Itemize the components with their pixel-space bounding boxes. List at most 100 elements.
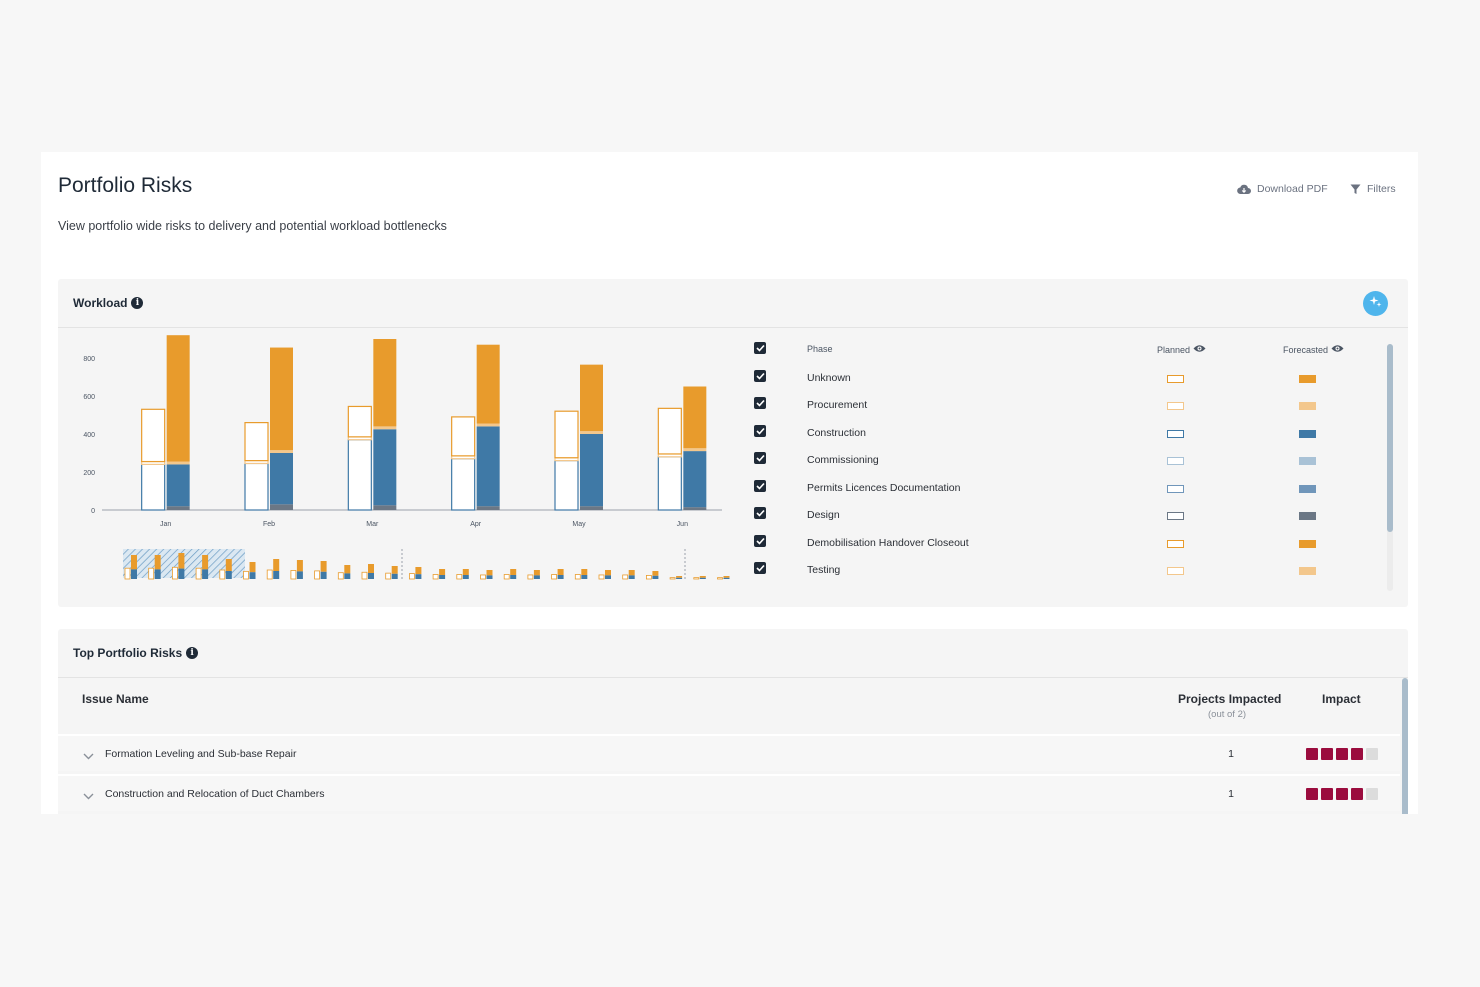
info-icon[interactable]: i — [131, 297, 144, 309]
legend-checkbox[interactable] — [754, 534, 766, 547]
chevron-down-icon[interactable] — [83, 787, 94, 805]
overview-forecast-bar — [699, 576, 706, 578]
legend-scroll-thumb[interactable] — [1387, 344, 1393, 532]
legend-label: Permits Licences Documentation — [807, 481, 961, 494]
forecasted-bar-segment — [683, 451, 707, 508]
overview-planned-bar — [622, 574, 629, 580]
legend-scrollbar[interactable] — [1387, 344, 1393, 591]
risk-name: Construction and Relocation of Duct Cham… — [105, 788, 325, 800]
overview-forecast-bar — [486, 575, 493, 579]
legend-label: Testing — [807, 564, 841, 576]
legend-item[interactable]: Demobilisation Handover Closeout — [748, 534, 1348, 552]
impact-block — [1306, 748, 1318, 760]
download-pdf-label: Download PDF — [1257, 183, 1328, 195]
forecasted-bar-segment — [270, 504, 293, 510]
impact-block — [1351, 788, 1363, 800]
legend-checkbox[interactable] — [754, 479, 766, 492]
x-tick-label: Jan — [160, 521, 171, 528]
legend-label: Construction — [807, 426, 866, 439]
overview-forecast-bar — [628, 570, 635, 576]
legend-checkbox[interactable] — [754, 424, 766, 437]
overview-planned-bar — [551, 574, 558, 580]
legend-checkbox[interactable] — [754, 397, 766, 409]
issue-name-header[interactable]: Issue Name — [82, 692, 149, 706]
impact-block — [1321, 788, 1333, 800]
download-pdf-button[interactable]: Download PDF — [1237, 183, 1328, 195]
overview-forecast-bar — [533, 570, 540, 576]
legend-item[interactable]: Permits Licences Documentation — [748, 479, 1348, 497]
risks-header: Top Portfolio Risks i — [58, 629, 1408, 678]
impact-header[interactable]: Impact — [1322, 692, 1361, 706]
projects-impacted-header[interactable]: Projects Impacted — [1178, 692, 1282, 706]
overview-forecast-bar — [605, 575, 611, 579]
overview-planned-bar — [646, 574, 652, 580]
planned-swatch — [1167, 484, 1184, 493]
forecasted-swatch — [1299, 402, 1316, 410]
planned-bar-segment — [657, 407, 682, 455]
planned-bar-segment — [347, 405, 372, 438]
forecasted-bar-segment — [373, 429, 397, 506]
overview-forecast-bar — [202, 555, 209, 570]
forecasted-bar-segment — [476, 506, 500, 510]
legend-checkbox[interactable] — [754, 369, 766, 382]
legend-label: Unknown — [807, 371, 851, 384]
legend-item[interactable]: Unknown — [748, 369, 1348, 387]
legend-item[interactable]: Procurement — [748, 396, 1348, 414]
filters-label: Filters — [1367, 183, 1396, 195]
forecasted-header[interactable]: Forecasted — [1283, 344, 1344, 355]
forecasted-swatch — [1299, 539, 1316, 548]
impact-block — [1336, 748, 1348, 760]
legend-item[interactable]: Testing — [748, 561, 1348, 579]
overview-forecast-bar — [415, 567, 422, 575]
forecasted-swatch — [1299, 457, 1316, 465]
select-all-checkbox[interactable] — [754, 342, 766, 354]
overview-forecast-bar — [344, 565, 351, 574]
portfolio-risks-page: Portfolio Risks View portfolio wide risk… — [41, 152, 1418, 814]
forecasted-header-text: Forecasted — [1283, 344, 1329, 355]
planned-swatch — [1167, 567, 1184, 575]
legend-checkbox[interactable] — [754, 507, 766, 519]
overview-planned-bar — [195, 567, 202, 580]
legend-item[interactable]: Construction — [748, 424, 1348, 442]
legend-item[interactable]: Design — [748, 506, 1348, 524]
planned-header[interactable]: Planned — [1157, 344, 1206, 355]
info-icon[interactable]: i — [186, 647, 199, 659]
impact-block — [1306, 788, 1318, 800]
legend-label: Demobilisation Handover Closeout — [807, 536, 969, 549]
planned-swatch — [1167, 374, 1184, 383]
legend-checkbox[interactable] — [754, 562, 766, 574]
x-tick-label: May — [572, 521, 586, 528]
impact-rating — [1306, 788, 1378, 800]
risk-name: Formation Leveling and Sub-base Repair — [105, 748, 297, 760]
risks-scrollbar[interactable] — [1402, 678, 1408, 814]
overview-forecast-bar — [462, 575, 469, 579]
overview-planned-bar — [385, 572, 392, 580]
forecasted-bar-segment — [166, 464, 190, 507]
chevron-down-icon[interactable] — [83, 747, 94, 765]
filters-button[interactable]: Filters — [1350, 183, 1396, 195]
overview-planned-bar — [148, 567, 155, 580]
phase-header: Phase — [807, 344, 833, 354]
overview-planned-bar — [527, 574, 534, 580]
forecasted-bar-segment — [166, 506, 190, 510]
forecasted-bar-segment — [580, 431, 603, 434]
y-tick-label: 400 — [83, 432, 95, 439]
overview-forecast-bar — [462, 569, 469, 575]
impact-block — [1321, 748, 1333, 760]
impact-block — [1336, 788, 1348, 800]
legend-item[interactable]: Commissioning — [748, 451, 1348, 469]
overview-forecast-bar — [202, 569, 209, 579]
workload-title-text: Workload — [73, 296, 128, 310]
legend-checkbox[interactable] — [754, 452, 766, 464]
risk-row[interactable]: Formation Leveling and Sub-base Repair 1 — [58, 734, 1400, 771]
overview-forecast-bar — [676, 577, 683, 579]
forecasted-swatch — [1299, 374, 1316, 383]
overview-forecast-bar — [699, 577, 706, 579]
overview-forecast-bar — [368, 564, 374, 573]
planned-header-text: Planned — [1157, 344, 1191, 355]
overview-forecast-bar — [273, 571, 280, 579]
forecasted-bar-segment — [683, 448, 707, 452]
ai-insights-button[interactable] — [1363, 291, 1388, 316]
risk-row[interactable]: Construction and Relocation of Duct Cham… — [58, 774, 1400, 811]
overview-planned-bar — [456, 574, 463, 580]
